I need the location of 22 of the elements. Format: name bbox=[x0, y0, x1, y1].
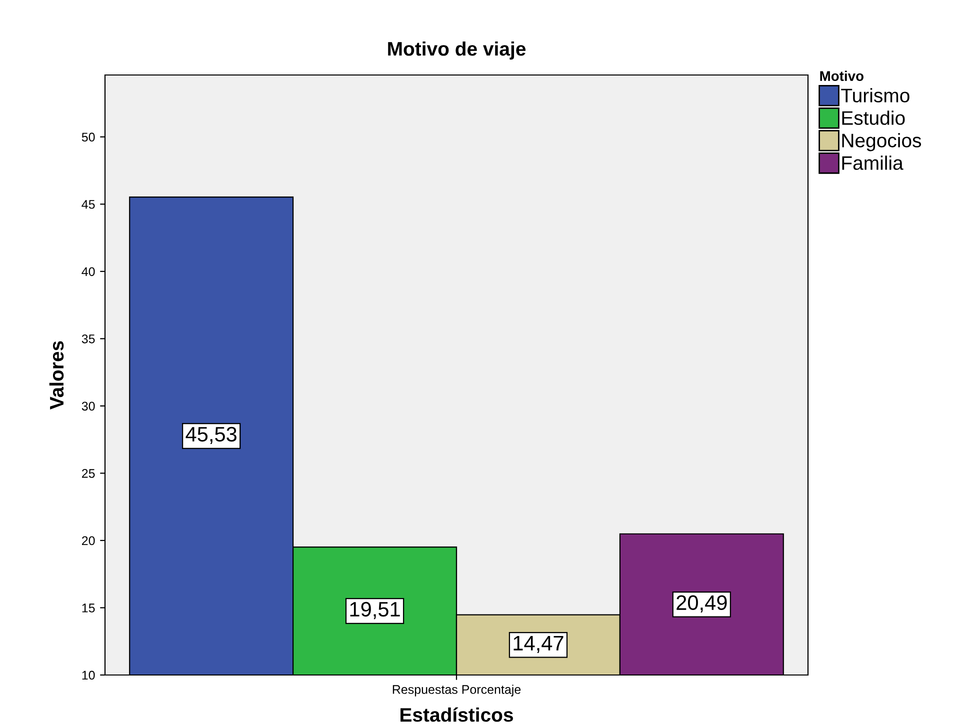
y-tick-label: 45 bbox=[82, 200, 95, 209]
x-tick-label: Respuestas Porcentaje bbox=[392, 684, 521, 696]
y-axis-title: Valores bbox=[49, 341, 64, 410]
data-label: 19,51 bbox=[350, 602, 400, 620]
y-tick-label: 10 bbox=[82, 670, 95, 680]
data-label: 45,53 bbox=[186, 426, 236, 444]
legend-label: Familia bbox=[842, 156, 904, 170]
y-tick-label: 25 bbox=[82, 469, 95, 478]
y-tick-label: 30 bbox=[82, 402, 95, 411]
y-tick-label: 15 bbox=[82, 604, 95, 612]
y-tick-label: 40 bbox=[82, 267, 95, 276]
data-label: 14,47 bbox=[514, 636, 564, 653]
chart-title: Motivo de viaje bbox=[388, 41, 526, 60]
y-tick-label: 20 bbox=[82, 536, 95, 546]
y-tick-label: 35 bbox=[82, 334, 95, 344]
legend-title: Motivo bbox=[820, 70, 864, 81]
legend-label: Turismo bbox=[841, 88, 910, 102]
y-tick-label: 50 bbox=[82, 132, 95, 142]
legend-label: Estudio bbox=[842, 110, 905, 125]
data-label: 20,49 bbox=[676, 595, 727, 612]
legend-label: Negocios bbox=[842, 133, 922, 152]
x-axis-title: Estadísticos bbox=[400, 707, 513, 722]
